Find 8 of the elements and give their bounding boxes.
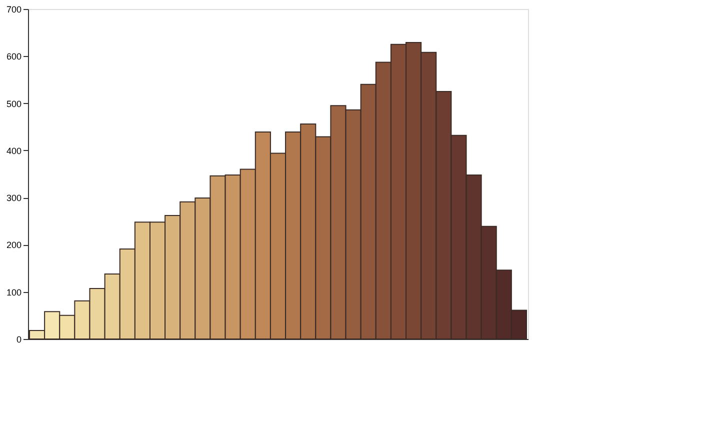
y-tick-label: 0 [16, 334, 22, 344]
y-tick-label: 400 [6, 146, 22, 156]
y-tick-label: 300 [6, 193, 22, 204]
y-tick-label: 500 [6, 98, 22, 109]
y-tick-label: 600 [6, 52, 22, 62]
y-tick-label: 200 [6, 240, 22, 250]
y-tick-label: 100 [6, 287, 22, 298]
y-tick-label: 700 [6, 4, 22, 14]
